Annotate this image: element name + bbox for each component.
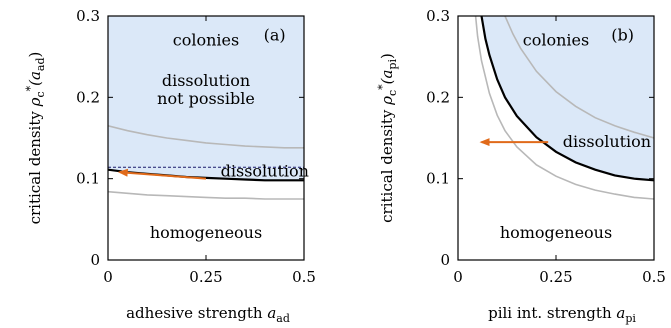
- y-axis-label: critical density ρc*(aad): [24, 52, 47, 225]
- x-tick-label: 0.5: [642, 268, 666, 286]
- y-tick-label: 0.2: [426, 88, 450, 106]
- x-axis-label: adhesive strength aad: [126, 304, 290, 325]
- y-tick-label: 0.3: [76, 7, 100, 25]
- panel-label: (a): [264, 26, 286, 45]
- x-tick-label: 0: [103, 268, 113, 286]
- series-upper-grey: [108, 125, 304, 149]
- y-tick-label: 0.3: [426, 7, 450, 25]
- dissolution-arrow: [117, 168, 207, 180]
- panel-b: colonies dissolution homogeneous (b) 0 0.1 0.2…: [376, 7, 666, 325]
- x-axis-label: pili int. strength api: [488, 304, 636, 325]
- colonies-shading: [108, 16, 304, 181]
- series-main: [480, 16, 654, 182]
- x-tick-label: 0.25: [539, 268, 572, 286]
- y-tick-label: 0.1: [76, 170, 100, 188]
- y-tick-label: 0: [440, 251, 450, 269]
- x-tick-label: 0: [453, 268, 463, 286]
- region-label-homogeneous: homogeneous: [150, 223, 262, 242]
- region-label-dissolution: dissolution: [221, 161, 309, 180]
- series-upper-grey: [504, 16, 654, 139]
- region-label-colonies: colonies: [523, 30, 589, 49]
- series-lower-grey: [474, 16, 654, 200]
- panel-label: (b): [611, 26, 634, 45]
- region-label-dissolution_np_2: not possible: [157, 89, 255, 108]
- y-tick-label: 0.1: [426, 170, 450, 188]
- y-axis-label: critical density ρc*(api): [376, 53, 399, 223]
- x-tick-label: 0.25: [189, 268, 222, 286]
- series-lower-grey: [108, 190, 304, 200]
- x-tick-label: 0.5: [292, 268, 316, 286]
- y-tick-label: 0: [90, 251, 100, 269]
- colonies-shading: [481, 16, 654, 181]
- region-label-dissolution_np_1: dissolution: [162, 71, 250, 90]
- region-label-colonies: colonies: [173, 30, 239, 49]
- y-tick-label: 0.2: [76, 88, 100, 106]
- region-label-homogeneous: homogeneous: [500, 223, 612, 242]
- region-label-dissolution: dissolution: [563, 132, 651, 151]
